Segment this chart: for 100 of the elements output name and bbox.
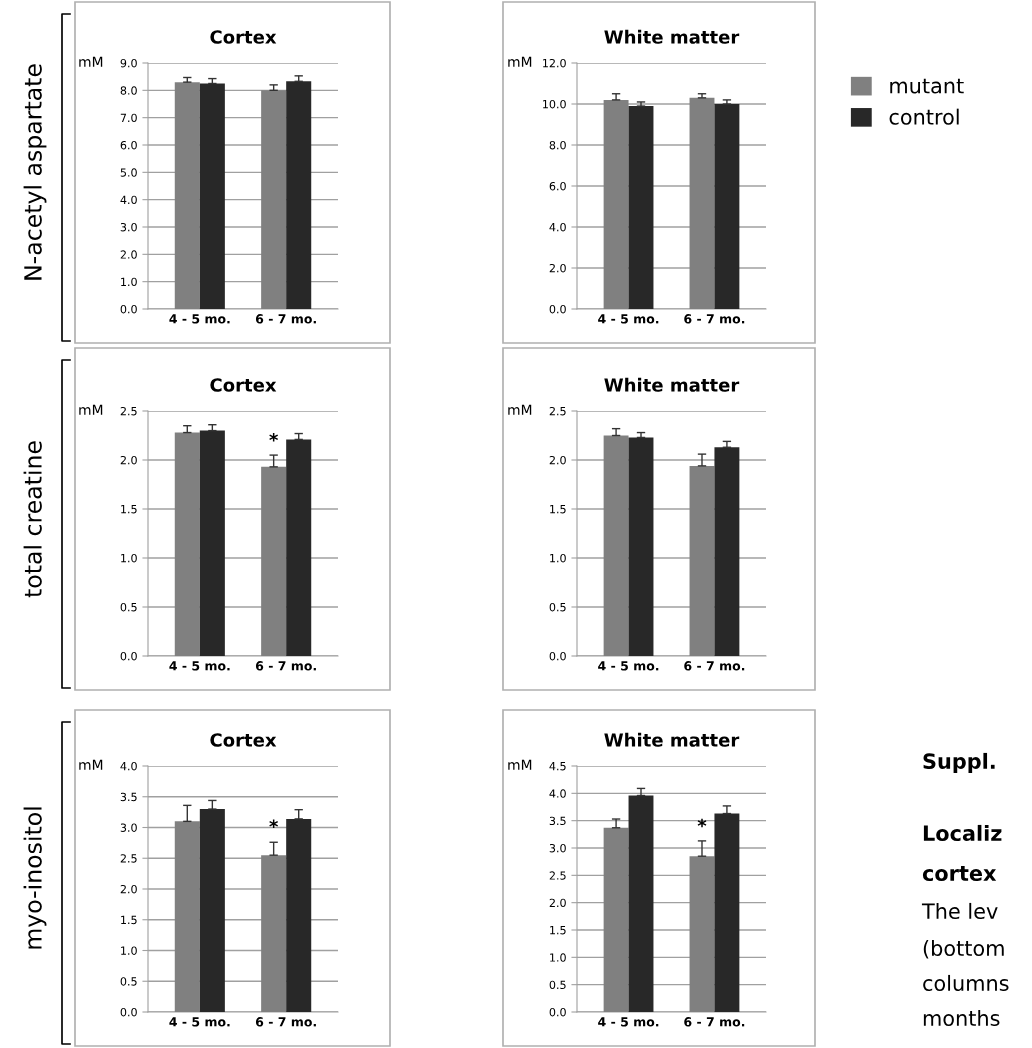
y-tick-label: 2.5 xyxy=(549,871,566,880)
bar xyxy=(174,432,200,656)
bar xyxy=(689,856,715,1012)
y-tick-label: 1.0 xyxy=(121,946,137,955)
bar xyxy=(174,821,200,1012)
y-tick-label: 2.5 xyxy=(120,854,137,863)
y-tick-label: 0.0 xyxy=(549,651,566,661)
y-tick-label: 2.0 xyxy=(120,250,137,259)
text: The lev xyxy=(921,902,998,920)
y-tick-label: 2.5 xyxy=(120,406,137,416)
x-tick-label: 4 - 5 mo. xyxy=(169,1017,230,1027)
bar xyxy=(689,465,715,656)
y-tick-label: 0.5 xyxy=(120,977,137,986)
y-axis-title: mM xyxy=(508,759,532,770)
y-tick-label: 0.0 xyxy=(120,651,137,661)
y-tick-label: 8.0 xyxy=(120,86,137,95)
chart-title: Cortex xyxy=(210,378,277,392)
bar xyxy=(603,435,629,656)
chart-title: White matter xyxy=(604,732,740,747)
y-tick-label: 2.0 xyxy=(549,898,566,908)
y-axis-title: mM xyxy=(79,56,103,67)
chart-title: White matter xyxy=(604,377,740,392)
y-tick-label: 3.5 xyxy=(120,792,137,802)
bar xyxy=(199,83,225,309)
chart-title: White matter xyxy=(604,29,740,44)
bar xyxy=(199,809,225,1012)
y-tick-label: 5.0 xyxy=(120,168,137,177)
bar xyxy=(261,90,287,309)
y-tick-label: 1.5 xyxy=(121,505,137,514)
chart-title: Cortex xyxy=(210,30,277,44)
y-tick-label: 0.0 xyxy=(549,1007,566,1017)
x-tick-label: 6 - 7 mo. xyxy=(684,314,745,324)
text: Suppl. xyxy=(923,752,995,774)
y-tick-label: 2.5 xyxy=(549,406,566,416)
y-tick-label: 1.0 xyxy=(550,953,566,962)
y-tick-label: 3.0 xyxy=(120,823,137,832)
y-tick-label: 0.0 xyxy=(120,304,137,314)
text: columns xyxy=(923,974,1009,992)
x-tick-label: 6 - 7 mo. xyxy=(255,661,316,671)
legend-label: control xyxy=(889,108,959,125)
y-tick-label: 6.0 xyxy=(549,181,566,191)
text: cortex xyxy=(922,866,997,882)
text: (bottom xyxy=(923,939,1004,959)
bar xyxy=(603,827,629,1012)
y-tick-label: 0.5 xyxy=(120,602,137,612)
legend-label: mutant xyxy=(890,78,964,94)
chart-title: Cortex xyxy=(210,733,277,747)
y-axis-title: mM xyxy=(79,404,103,415)
y-tick-label: 7.0 xyxy=(120,113,137,123)
x-tick-label: 6 - 7 mo. xyxy=(255,1017,316,1027)
bar xyxy=(286,81,312,309)
text: N-acetyl aspartate xyxy=(23,64,47,280)
y-tick-label: 4.0 xyxy=(120,195,137,205)
y-tick-label: 3.0 xyxy=(120,222,137,232)
y-tick-label: 1.5 xyxy=(121,915,137,925)
text: Localiz xyxy=(923,824,1002,842)
text: myo-inositol xyxy=(23,807,47,949)
annotation: * xyxy=(697,818,707,828)
text: total creatine xyxy=(23,441,42,598)
y-axis-title: mM xyxy=(79,759,103,770)
x-tick-label: 6 - 7 mo. xyxy=(684,661,745,671)
y-tick-label: 12.0 xyxy=(543,58,566,68)
bar xyxy=(286,818,312,1012)
y-tick-label: 9.0 xyxy=(120,58,137,68)
annotation: * xyxy=(269,819,279,828)
y-tick-label: 0.0 xyxy=(549,304,566,314)
y-tick-label: 8.0 xyxy=(549,140,566,150)
y-tick-label: 4.0 xyxy=(549,789,566,798)
y-tick-label: 2.0 xyxy=(120,455,137,465)
y-tick-label: 4.5 xyxy=(549,762,566,771)
x-tick-label: 4 - 5 mo. xyxy=(169,314,230,324)
y-tick-label: 1.0 xyxy=(121,277,137,287)
y-tick-label: 0.0 xyxy=(120,1007,137,1017)
y-tick-label: 10.0 xyxy=(543,99,566,109)
x-tick-label: 4 - 5 mo. xyxy=(598,661,659,671)
bar xyxy=(174,82,200,309)
x-tick-label: 4 - 5 mo. xyxy=(169,661,230,671)
y-tick-label: 4.0 xyxy=(120,761,137,771)
y-tick-label: 2.0 xyxy=(549,263,566,273)
bar xyxy=(261,855,287,1012)
bar xyxy=(628,437,654,656)
y-tick-label: 1.5 xyxy=(550,505,566,514)
y-tick-label: 2.0 xyxy=(120,884,137,894)
y-tick-label: 1.0 xyxy=(121,553,137,563)
y-tick-label: 0.5 xyxy=(549,602,566,612)
y-tick-label: 2.0 xyxy=(549,455,566,465)
x-tick-label: 6 - 7 mo. xyxy=(255,314,316,324)
bar xyxy=(261,466,287,656)
text: months xyxy=(923,1009,1000,1027)
y-tick-label: 3.0 xyxy=(549,843,566,853)
y-tick-label: 1.5 xyxy=(550,926,566,935)
y-axis-title: mM xyxy=(508,56,532,67)
y-tick-label: 4.0 xyxy=(549,222,566,232)
y-tick-label: 0.5 xyxy=(549,980,566,990)
x-tick-label: 4 - 5 mo. xyxy=(598,1017,659,1027)
annotation: * xyxy=(269,433,279,442)
x-tick-label: 4 - 5 mo. xyxy=(598,314,659,324)
y-axis-title: mM xyxy=(508,404,532,415)
y-tick-label: 1.0 xyxy=(550,553,566,563)
x-tick-label: 6 - 7 mo. xyxy=(684,1017,745,1027)
